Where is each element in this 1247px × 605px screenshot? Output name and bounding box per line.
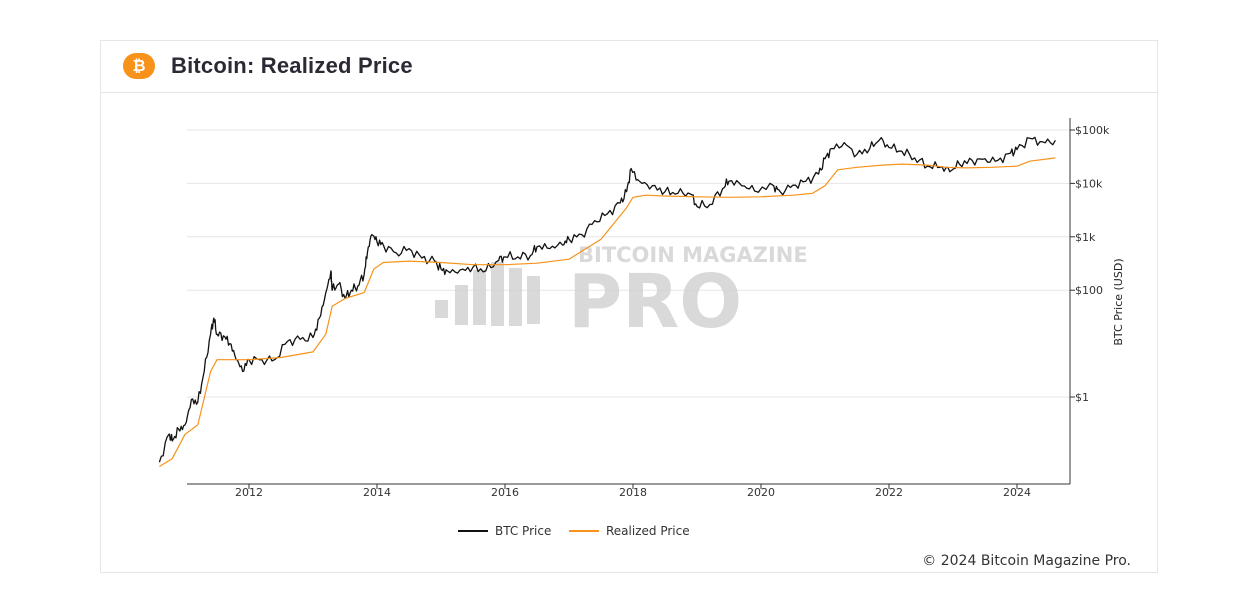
x-tick-label: 2016 <box>491 486 519 499</box>
x-tick-label: 2018 <box>619 486 647 499</box>
watermark-bar <box>435 300 448 318</box>
y-axis-title: BTC Price (USD) <box>1112 258 1125 345</box>
btc-price-line <box>158 136 1056 463</box>
y-tick-label: $1k <box>1075 231 1096 244</box>
page-title: Bitcoin: Realized Price <box>171 53 413 78</box>
y-tick-label: $100 <box>1075 284 1103 297</box>
legend: BTC Price Realized Price <box>458 524 690 538</box>
bitcoin-icon: ₿ <box>123 53 155 79</box>
watermark-bar <box>491 262 504 326</box>
y-tick-label: $10k <box>1075 177 1103 190</box>
series-lines <box>158 136 1056 468</box>
axes: $100k $10k $1k $100 $1 2012 2014 2016 2018 2020 20… <box>187 118 1110 499</box>
watermark: BITCOIN MAGAZINE PRO <box>435 243 808 345</box>
watermark-bar <box>473 270 486 325</box>
watermark-logo-icon <box>435 262 540 326</box>
watermark-bar <box>527 276 540 324</box>
card-header: ₿ Bitcoin: Realized Price <box>101 41 1157 93</box>
watermark-line1: BITCOIN MAGAZINE <box>578 243 808 267</box>
y-tick-label: $1 <box>1075 391 1089 404</box>
watermark-bar <box>509 268 522 326</box>
watermark-bar <box>455 285 468 325</box>
y-tick-label: $100k <box>1075 124 1110 137</box>
x-tick-label: 2014 <box>363 486 391 499</box>
x-tick-label: 2020 <box>747 486 775 499</box>
x-tick-label: 2012 <box>235 486 263 499</box>
copyright-text: © 2024 Bitcoin Magazine Pro. <box>922 553 1131 569</box>
legend-label: BTC Price <box>495 524 551 538</box>
legend-label: Realized Price <box>606 524 690 538</box>
x-tick-label: 2022 <box>875 486 903 499</box>
x-tick-label: 2024 <box>1003 486 1031 499</box>
realized-price-line <box>159 157 1056 468</box>
watermark-line2: PRO <box>568 259 742 345</box>
